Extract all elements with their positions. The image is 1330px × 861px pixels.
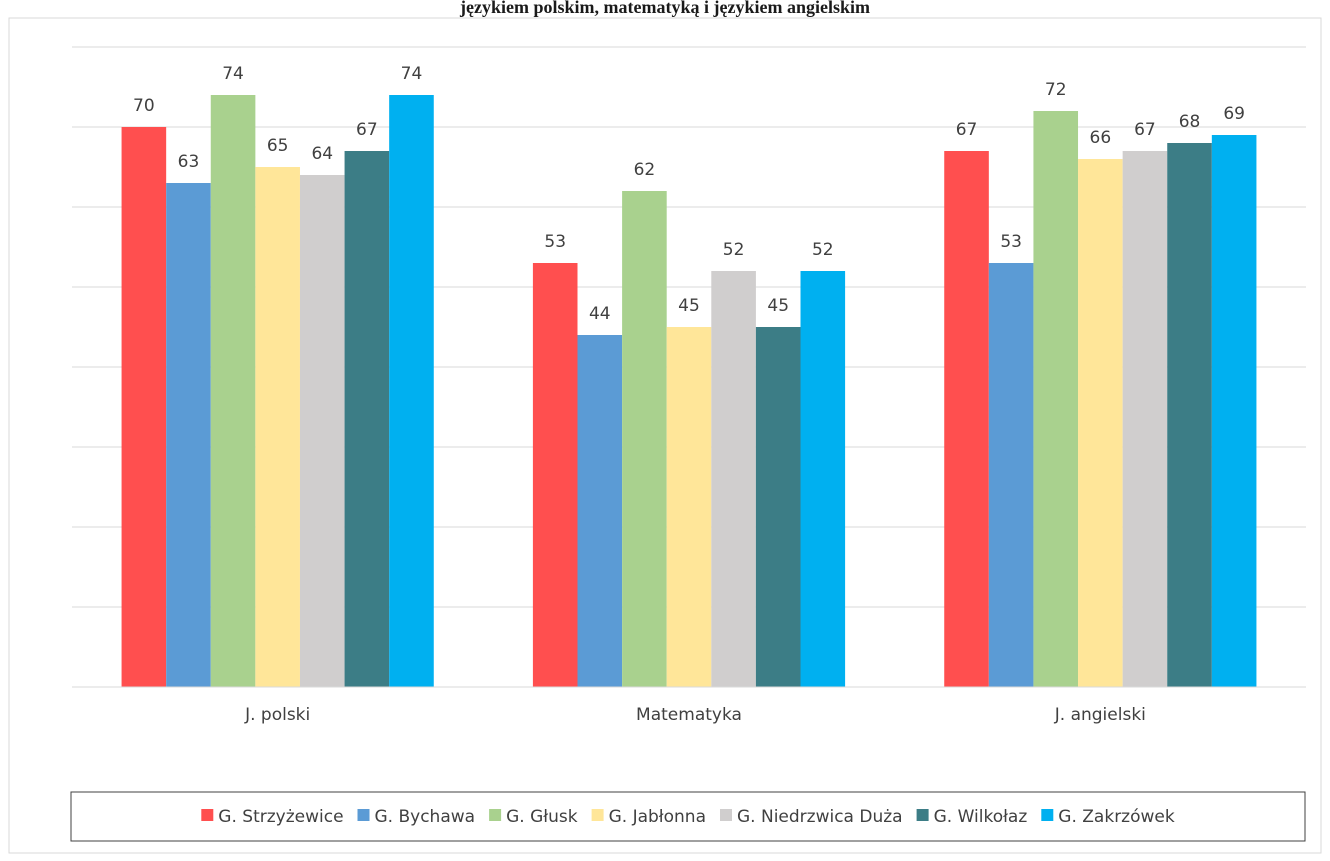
legend-item: G. Bychawa (357, 807, 476, 827)
data-label: 67 (1134, 120, 1156, 140)
bar (1078, 159, 1123, 687)
data-label: 62 (634, 160, 656, 180)
legend-item: G. Zakrzówek (1041, 807, 1175, 827)
data-label: 52 (812, 240, 834, 260)
legend-item: G. Strzyżewice (201, 807, 344, 827)
bar (622, 191, 667, 687)
bar (711, 271, 756, 687)
data-label: 45 (767, 296, 789, 316)
legend-box (70, 791, 1306, 842)
legend-item: G. Niedrzwica Duża (720, 807, 903, 827)
legend-label: G. Jabłonna (609, 807, 706, 827)
legend-item: G. Głusk (489, 807, 578, 827)
bar (577, 335, 623, 687)
data-label: 67 (356, 120, 378, 140)
legend-swatch (720, 809, 732, 821)
data-label: 66 (1090, 128, 1112, 148)
data-label: 53 (1000, 232, 1022, 252)
data-label: 64 (311, 144, 333, 164)
bar (166, 183, 211, 687)
data-label: 67 (956, 120, 978, 140)
legend: G. Strzyżewice G. Bychawa G. Głusk G. Jabło… (201, 807, 1175, 827)
legend-swatch (357, 809, 370, 821)
chart-border (8, 17, 1322, 854)
category-label: J. angielski (1054, 705, 1146, 725)
bar (800, 271, 846, 687)
bar (1033, 111, 1079, 687)
bar (1122, 151, 1168, 687)
legend-label: G. Zakrzówek (1058, 807, 1175, 827)
legend-label: G. Strzyżewice (218, 807, 343, 827)
bar (210, 95, 256, 687)
data-label: 53 (544, 232, 566, 252)
bar (389, 95, 434, 687)
data-label: 63 (178, 152, 200, 172)
category-labels: J. polski Matematyka J. angielski (244, 705, 1146, 725)
legend-label: G. Bychawa (375, 807, 476, 827)
data-label: 44 (589, 304, 611, 324)
bar (121, 127, 167, 687)
legend-swatch (591, 809, 604, 821)
category-label: Matematyka (636, 705, 742, 725)
bar (344, 151, 390, 687)
data-label: 74 (222, 64, 244, 84)
chart-title: językiem polskim, matematyką i językiem … (460, 0, 870, 17)
data-label: 45 (678, 296, 700, 316)
bar (1211, 135, 1257, 687)
data-label: 52 (723, 240, 745, 260)
data-label: 69 (1223, 104, 1245, 124)
bar (299, 175, 345, 687)
legend-label: G. Wilkołaz (934, 807, 1028, 827)
legend-swatch (916, 809, 929, 821)
legend-item: G. Wilkołaz (916, 807, 1028, 827)
data-label: 74 (401, 64, 423, 84)
bar (988, 263, 1034, 687)
legend-swatch (1041, 809, 1054, 821)
bars (121, 95, 1257, 687)
legend-item: G. Jabłonna (591, 807, 706, 827)
legend-swatch (201, 809, 214, 821)
legend-label: G. Głusk (506, 807, 578, 827)
data-labels: 70 63 74 65 64 67 74 53 44 62 45 52 45 52 67 53 72 66 67 68… (133, 64, 1245, 324)
bar (255, 167, 300, 687)
data-label: 65 (267, 136, 289, 156)
data-label: 72 (1045, 80, 1067, 100)
bar (1167, 143, 1212, 687)
bar (755, 327, 801, 687)
data-label: 68 (1179, 112, 1201, 132)
bar (666, 327, 712, 687)
legend-swatch (489, 809, 502, 821)
legend-label: G. Niedrzwica Duża (737, 807, 903, 827)
bar (532, 263, 578, 687)
category-label: J. polski (244, 705, 310, 725)
data-label: 70 (133, 96, 155, 116)
bar (944, 151, 989, 687)
